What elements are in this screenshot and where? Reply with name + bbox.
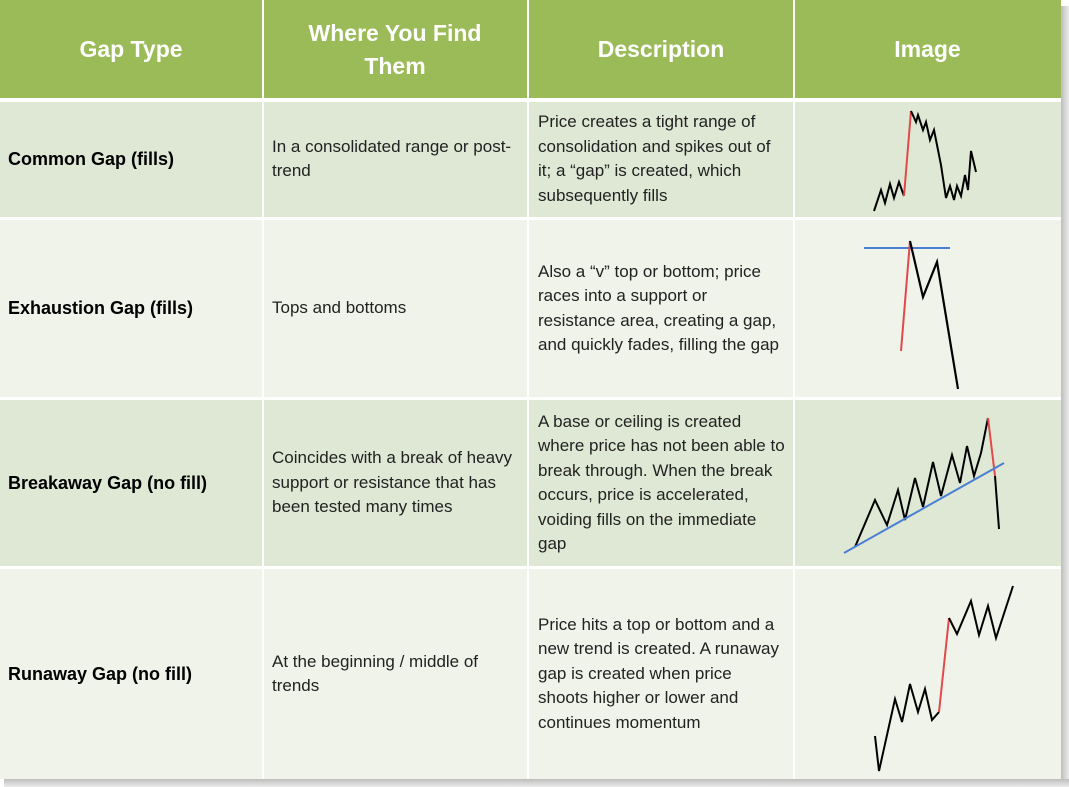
row-common-gap-where: In a consolidated range or post-trend [262, 101, 528, 217]
header-where-line2: Them [364, 52, 426, 79]
row-runaway-gap-where: At the beginning / middle of trends [262, 569, 528, 779]
header-divider [0, 98, 1061, 102]
header-gap-type-text: Gap Type [79, 36, 183, 62]
row-description-text: Price hits a top or bottom and a new tre… [538, 614, 779, 732]
row-exhaustion-gap-where: Tops and bottoms [262, 220, 528, 397]
sheet-shadow-bottom [4, 779, 1069, 787]
row-description-text: A base or ceiling is created where price… [538, 411, 785, 554]
header-image-text: Image [894, 36, 961, 62]
row-exhaustion-gap-type: Exhaustion Gap (fills) [0, 220, 262, 397]
row-common-gap-image [794, 101, 1061, 217]
sheet-shadow-right [1061, 6, 1069, 787]
header-description-text: Description [597, 36, 725, 62]
header-where: Where You Find Them [262, 0, 528, 99]
gap-sketches [843, 110, 1014, 772]
row-runaway-gap-image [794, 569, 1061, 779]
row-exhaustion-gap-description: Also a “v” top or bottom; price races in… [528, 220, 794, 397]
header-description: Description [528, 0, 794, 99]
row-type-label: Breakaway Gap (no fill) [8, 472, 208, 493]
row-breakaway-gap-where: Coincides with a break of heavy support … [262, 400, 528, 566]
row-common-gap-description: Price creates a tight range of consolida… [528, 101, 794, 217]
row-type-label: Common Gap (fills) [8, 148, 174, 169]
header-image: Image [794, 0, 1061, 99]
row-where-text: Tops and bottoms [272, 298, 407, 318]
header-gap-type: Gap Type [0, 0, 262, 99]
row-runaway-gap-description: Price hits a top or bottom and a new tre… [528, 569, 794, 779]
row-divider [0, 217, 1061, 220]
common-gap-sketch-icon [873, 110, 977, 212]
row-type-label: Runaway Gap (no fill) [8, 663, 193, 684]
row-common-gap-type: Common Gap (fills) [0, 101, 262, 217]
runaway-gap-sketch-icon [874, 585, 1014, 772]
row-divider [0, 397, 1061, 400]
row-description-text: Price creates a tight range of consolida… [538, 112, 771, 205]
row-breakaway-gap-type: Breakaway Gap (no fill) [0, 400, 262, 566]
row-description-text: Also a “v” top or bottom; price races in… [538, 261, 779, 355]
exhaustion-gap-sketch-icon [864, 240, 960, 390]
breakaway-gap-sketch-icon [843, 417, 1005, 554]
row-runaway-gap-type: Runaway Gap (no fill) [0, 569, 262, 779]
column-divider [527, 0, 529, 779]
row-exhaustion-gap-image [794, 220, 1061, 397]
row-type-label: Exhaustion Gap (fills) [8, 298, 194, 318]
row-divider [0, 566, 1061, 569]
column-divider [262, 0, 264, 779]
row-breakaway-gap-description: A base or ceiling is created where price… [528, 400, 794, 566]
header-where-line1: Where You Find [308, 19, 482, 46]
column-divider [793, 0, 795, 779]
row-where-text: In a consolidated range or post-trend [272, 136, 512, 181]
row-where-text: At the beginning / middle of trends [272, 651, 479, 696]
row-where-text: Coincides with a break of heavy support … [272, 448, 513, 517]
